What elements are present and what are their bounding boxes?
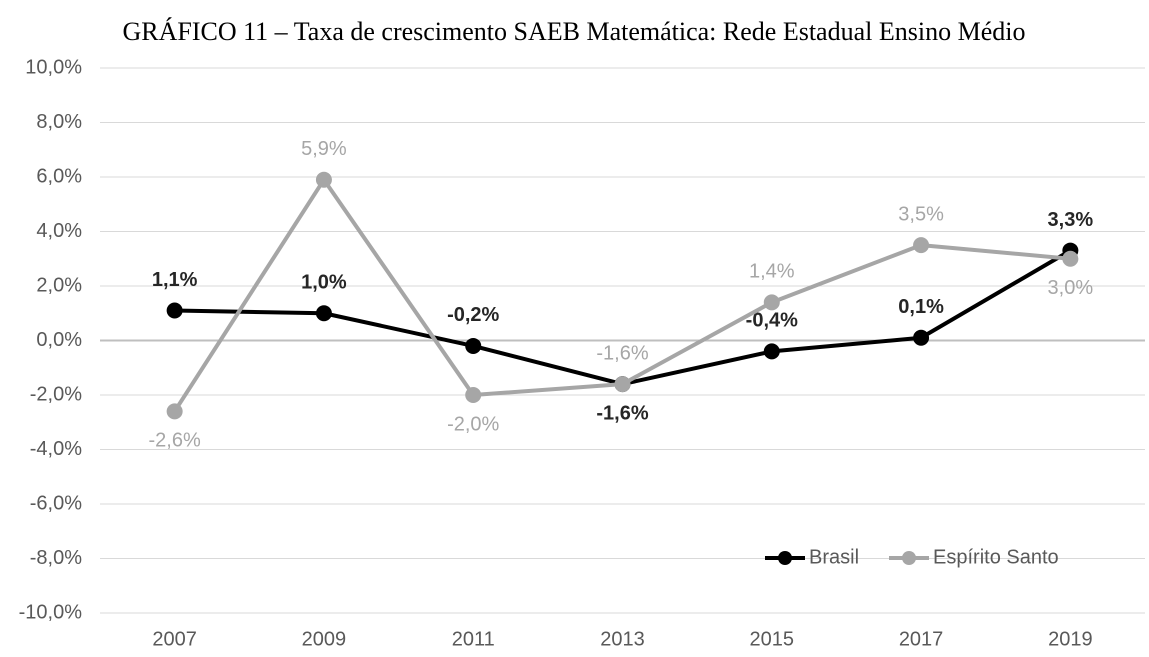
y-tick-label: -4,0% [30,438,82,460]
marker [763,343,780,360]
marker [913,237,930,254]
x-tick-label: 2009 [302,628,347,650]
legend-marker [778,551,792,565]
marker [913,329,930,346]
marker [763,294,780,311]
marker [315,305,332,322]
legend-marker [902,551,917,565]
data-label: -1,6% [596,402,648,424]
chart-title: GRÁFICO 11 – Taxa de crescimento SAEB Ma… [123,17,1026,46]
legend-label: Brasil [809,546,859,568]
data-label: -0,2% [447,304,499,326]
data-label: 3,0% [1048,277,1094,299]
data-label: 3,5% [898,203,944,225]
data-label: -2,6% [149,430,201,452]
marker [1062,250,1079,267]
y-tick-label: -2,0% [30,383,82,405]
y-tick-label: -8,0% [30,547,82,569]
data-label: -2,0% [447,413,499,435]
y-tick-label: 6,0% [36,165,82,187]
marker [614,376,631,393]
legend-label: Espírito Santo [933,546,1059,568]
data-label: 3,3% [1048,209,1094,231]
x-tick-label: 2011 [452,628,495,650]
y-tick-label: 0,0% [36,329,82,351]
x-tick-label: 2007 [152,628,197,650]
marker [315,171,332,188]
marker [166,403,183,420]
y-tick-label: 4,0% [36,220,82,242]
y-tick-label: -6,0% [30,492,82,514]
data-label: 0,1% [898,296,944,318]
marker [166,302,183,319]
y-tick-label: 8,0% [36,111,82,133]
x-tick-label: 2015 [750,628,795,650]
marker [465,337,482,354]
y-tick-label: -10,0% [19,601,83,623]
data-label: 1,4% [749,261,795,283]
x-tick-label: 2019 [1048,628,1093,650]
data-label: 1,0% [301,272,347,294]
data-label: 5,9% [301,138,347,160]
marker [465,387,482,403]
y-tick-label: 10,0% [25,56,82,78]
data-label: -1,6% [596,342,648,364]
x-tick-label: 2013 [600,628,645,650]
y-tick-label: 2,0% [36,274,82,296]
data-label: 1,1% [152,269,198,291]
x-tick-label: 2017 [899,628,944,650]
data-label: -0,4% [746,310,798,332]
